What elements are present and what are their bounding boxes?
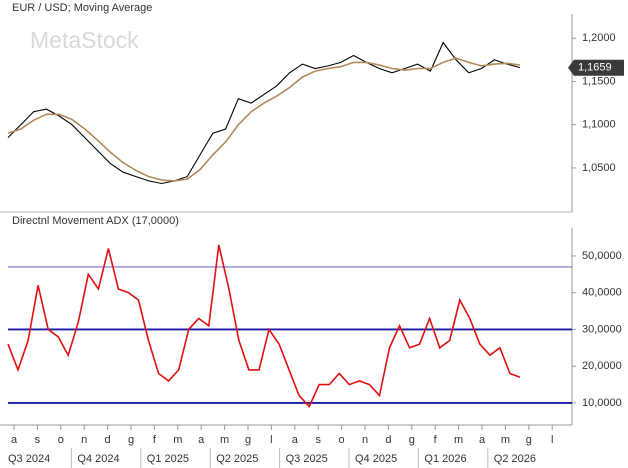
x-tick-label: l bbox=[551, 434, 553, 446]
y-tick-label: 1,1000 bbox=[582, 119, 616, 131]
quarter-label: Q3 2024 bbox=[8, 453, 50, 465]
x-tick-label: n bbox=[362, 434, 368, 446]
series-line bbox=[7, 57, 521, 182]
x-tick-label: n bbox=[81, 434, 87, 446]
watermark: MetaStock bbox=[30, 27, 139, 53]
last-value-marker bbox=[568, 59, 624, 76]
y-tick-label: 40,0000 bbox=[582, 287, 622, 299]
quarter-label: Q2 2025 bbox=[216, 453, 258, 465]
series-line bbox=[7, 41, 521, 185]
x-tick-label: m bbox=[173, 434, 182, 446]
y-tick-label: 10,0000 bbox=[582, 397, 622, 409]
x-tick-label: f bbox=[153, 434, 157, 446]
x-tick-label: a bbox=[198, 434, 205, 446]
x-tick-label: a bbox=[479, 434, 486, 446]
x-tick-label: a bbox=[292, 434, 299, 446]
x-tick-label: o bbox=[339, 434, 345, 446]
x-tick-label: a bbox=[11, 434, 18, 446]
x-tick-label: m bbox=[501, 434, 510, 446]
y-tick-label: 1,2000 bbox=[582, 32, 616, 44]
x-tick-label: m bbox=[454, 434, 463, 446]
y-tick-label: 30,0000 bbox=[582, 323, 622, 335]
price-title: EUR / USD; Moving Average bbox=[12, 2, 152, 14]
quarter-label: Q4 2024 bbox=[77, 453, 119, 465]
quarter-label: Q4 2025 bbox=[355, 453, 397, 465]
quarter-label: Q1 2025 bbox=[147, 453, 189, 465]
adx-title: Directnl Movement ADX (17,0000) bbox=[12, 215, 179, 227]
last-value-label: 1,1659 bbox=[578, 62, 612, 74]
series-line bbox=[7, 244, 521, 409]
quarter-label: Q3 2025 bbox=[286, 453, 328, 465]
y-tick-label: 20,0000 bbox=[582, 360, 622, 372]
x-tick-label: d bbox=[105, 434, 111, 446]
x-tick-label: f bbox=[434, 434, 438, 446]
x-tick-label: m bbox=[220, 434, 229, 446]
x-tick-label: g bbox=[245, 434, 251, 446]
y-tick-label: 50,0000 bbox=[582, 250, 622, 262]
x-tick-label: s bbox=[35, 434, 41, 446]
y-tick-label: 1,1500 bbox=[582, 75, 616, 87]
x-tick-label: g bbox=[526, 434, 532, 446]
quarter-label: Q1 2026 bbox=[424, 453, 466, 465]
x-tick-label: g bbox=[409, 434, 415, 446]
x-tick-label: s bbox=[315, 434, 321, 446]
quarter-label: Q2 2026 bbox=[494, 453, 536, 465]
x-tick-label: o bbox=[58, 434, 64, 446]
y-tick-label: 1,0500 bbox=[582, 162, 616, 174]
x-tick-label: d bbox=[385, 434, 391, 446]
x-tick-label: g bbox=[128, 434, 134, 446]
x-tick-label: l bbox=[270, 434, 272, 446]
